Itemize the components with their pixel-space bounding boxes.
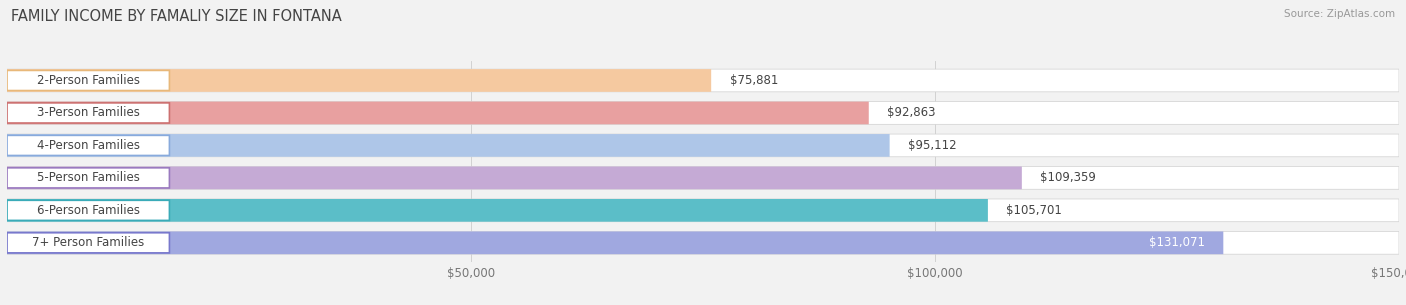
- Text: FAMILY INCOME BY FAMALIY SIZE IN FONTANA: FAMILY INCOME BY FAMALIY SIZE IN FONTANA: [11, 9, 342, 24]
- Text: 5-Person Families: 5-Person Families: [37, 171, 139, 185]
- FancyBboxPatch shape: [7, 134, 1399, 157]
- Text: 4-Person Families: 4-Person Families: [37, 139, 139, 152]
- FancyBboxPatch shape: [7, 135, 170, 156]
- FancyBboxPatch shape: [7, 199, 988, 222]
- Text: $75,881: $75,881: [730, 74, 778, 87]
- FancyBboxPatch shape: [7, 69, 711, 92]
- FancyBboxPatch shape: [7, 69, 1399, 92]
- FancyBboxPatch shape: [7, 167, 1022, 189]
- FancyBboxPatch shape: [7, 200, 170, 221]
- Text: $95,112: $95,112: [908, 139, 957, 152]
- Text: $109,359: $109,359: [1040, 171, 1097, 185]
- Text: $105,701: $105,701: [1007, 204, 1063, 217]
- FancyBboxPatch shape: [7, 134, 890, 157]
- FancyBboxPatch shape: [7, 102, 1399, 124]
- FancyBboxPatch shape: [7, 231, 1223, 254]
- FancyBboxPatch shape: [7, 70, 170, 91]
- Text: $131,071: $131,071: [1149, 236, 1205, 249]
- Text: 2-Person Families: 2-Person Families: [37, 74, 139, 87]
- FancyBboxPatch shape: [7, 168, 170, 188]
- Text: $92,863: $92,863: [887, 106, 936, 120]
- Text: 3-Person Families: 3-Person Families: [37, 106, 139, 120]
- Text: 6-Person Families: 6-Person Families: [37, 204, 139, 217]
- FancyBboxPatch shape: [7, 103, 170, 123]
- FancyBboxPatch shape: [7, 102, 869, 124]
- FancyBboxPatch shape: [7, 231, 1399, 254]
- Text: 7+ Person Families: 7+ Person Families: [32, 236, 145, 249]
- FancyBboxPatch shape: [7, 199, 1399, 222]
- Text: Source: ZipAtlas.com: Source: ZipAtlas.com: [1284, 9, 1395, 19]
- FancyBboxPatch shape: [7, 233, 170, 253]
- FancyBboxPatch shape: [7, 167, 1399, 189]
